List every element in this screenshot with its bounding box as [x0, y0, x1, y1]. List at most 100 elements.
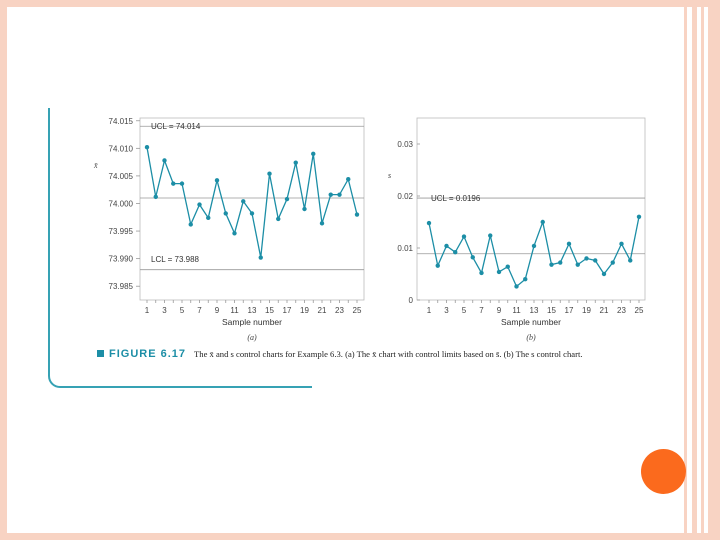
x-tick-label: 1 [427, 306, 432, 315]
y-tick-label: 73.990 [109, 255, 134, 264]
x-tick-label: 9 [497, 306, 502, 315]
data-point [479, 270, 484, 276]
data-point [153, 194, 158, 200]
data-point [601, 271, 607, 277]
x-tick-label: 7 [197, 306, 202, 315]
y-tick-label: 74.010 [109, 144, 134, 153]
data-point [346, 177, 351, 182]
x-tick-label: 3 [162, 306, 167, 315]
data-point [223, 211, 228, 216]
caption-square-icon [97, 350, 104, 357]
y-tick-label: 74.005 [109, 172, 134, 181]
x-axis-label: Sample number [222, 317, 282, 327]
s-chart: UCL = 0.0196 s 0.030.020.010 1 3 5 7 9 11 13 15… [388, 117, 646, 342]
data-point [179, 181, 185, 186]
data-point [540, 219, 545, 225]
plot-frame [416, 117, 646, 301]
data-point [523, 277, 528, 282]
data-point [636, 214, 642, 219]
data-point [444, 243, 449, 249]
data-point [461, 234, 467, 239]
y-tick-label: 0.02 [397, 192, 413, 201]
data-point [311, 151, 316, 157]
decorative-orange-circle [641, 449, 686, 494]
data-point [232, 231, 237, 236]
data-point [162, 158, 167, 163]
data-point [514, 284, 519, 289]
stripe [701, 0, 704, 540]
data-point [505, 264, 510, 269]
y-tick-label: 0.03 [397, 140, 413, 149]
figure-bracket [48, 108, 312, 388]
y-axis-label: x̄ [93, 161, 98, 170]
x-tick-label: 15 [547, 306, 556, 315]
data-point [470, 255, 475, 260]
x-tick-label: 11 [230, 306, 239, 315]
data-point [206, 215, 211, 221]
series-line [428, 216, 640, 288]
x-tick-label: 17 [565, 306, 574, 315]
data-point [426, 220, 432, 226]
plot-frame [139, 117, 365, 301]
stripe [684, 0, 687, 540]
x-tick-label: 19 [582, 306, 591, 315]
x-tick-label: 17 [283, 306, 292, 315]
x-tick-label: 11 [512, 306, 521, 315]
data-point [593, 258, 598, 263]
y-tick-label: 0.01 [397, 244, 413, 253]
y-tick-label: 74.000 [109, 199, 134, 208]
data-point [276, 216, 281, 222]
data-point [302, 206, 307, 212]
y-tick-label: 74.015 [109, 117, 134, 126]
x-axis-label: Sample number [501, 317, 561, 327]
data-point [575, 262, 580, 267]
x-tick-label: 21 [600, 306, 609, 315]
x-tick-label: 21 [318, 306, 327, 315]
data-point [267, 171, 272, 176]
x-tick-label: 13 [248, 306, 257, 315]
data-point [496, 269, 502, 275]
data-point [619, 241, 624, 247]
data-point [197, 202, 202, 207]
y-tick-label: 73.985 [109, 282, 134, 291]
x-tick-label: 3 [444, 306, 449, 315]
data-point [628, 258, 633, 263]
data-point [241, 199, 246, 204]
x-tick-label: 23 [617, 306, 626, 315]
stripe [708, 0, 720, 540]
data-point [549, 262, 554, 267]
data-point [188, 222, 193, 227]
data-point [558, 260, 563, 265]
right-decorative-stripes [684, 0, 720, 540]
data-point [584, 256, 589, 261]
data-point [610, 260, 615, 265]
x-tick-label: 25 [635, 306, 644, 315]
x-tick-label: 9 [215, 306, 220, 315]
x-tick-label: 25 [353, 306, 362, 315]
data-point [293, 160, 298, 165]
x-tick-label: 23 [335, 306, 344, 315]
y-axis-label: s [388, 171, 391, 180]
x-tick-label: 5 [462, 306, 467, 315]
panel-label: (b) [526, 333, 536, 342]
data-point [435, 263, 440, 268]
x-tick-label: 7 [479, 306, 484, 315]
x-tick-label: 15 [265, 306, 274, 315]
data-point [354, 212, 360, 217]
data-point [171, 181, 176, 186]
data-point [144, 145, 150, 150]
data-point [328, 192, 333, 197]
data-point [566, 241, 572, 247]
data-point [531, 243, 537, 249]
y-tick-label: 0 [409, 296, 414, 305]
caption-text: The x̄ and s control charts for Example … [194, 349, 583, 359]
data-point [249, 211, 255, 216]
data-point [258, 255, 263, 260]
ucl-label: UCL = 74.014 [151, 122, 201, 131]
data-point [488, 233, 493, 238]
data-point [319, 221, 325, 226]
data-point [453, 249, 458, 255]
panel-label: (a) [247, 333, 257, 342]
